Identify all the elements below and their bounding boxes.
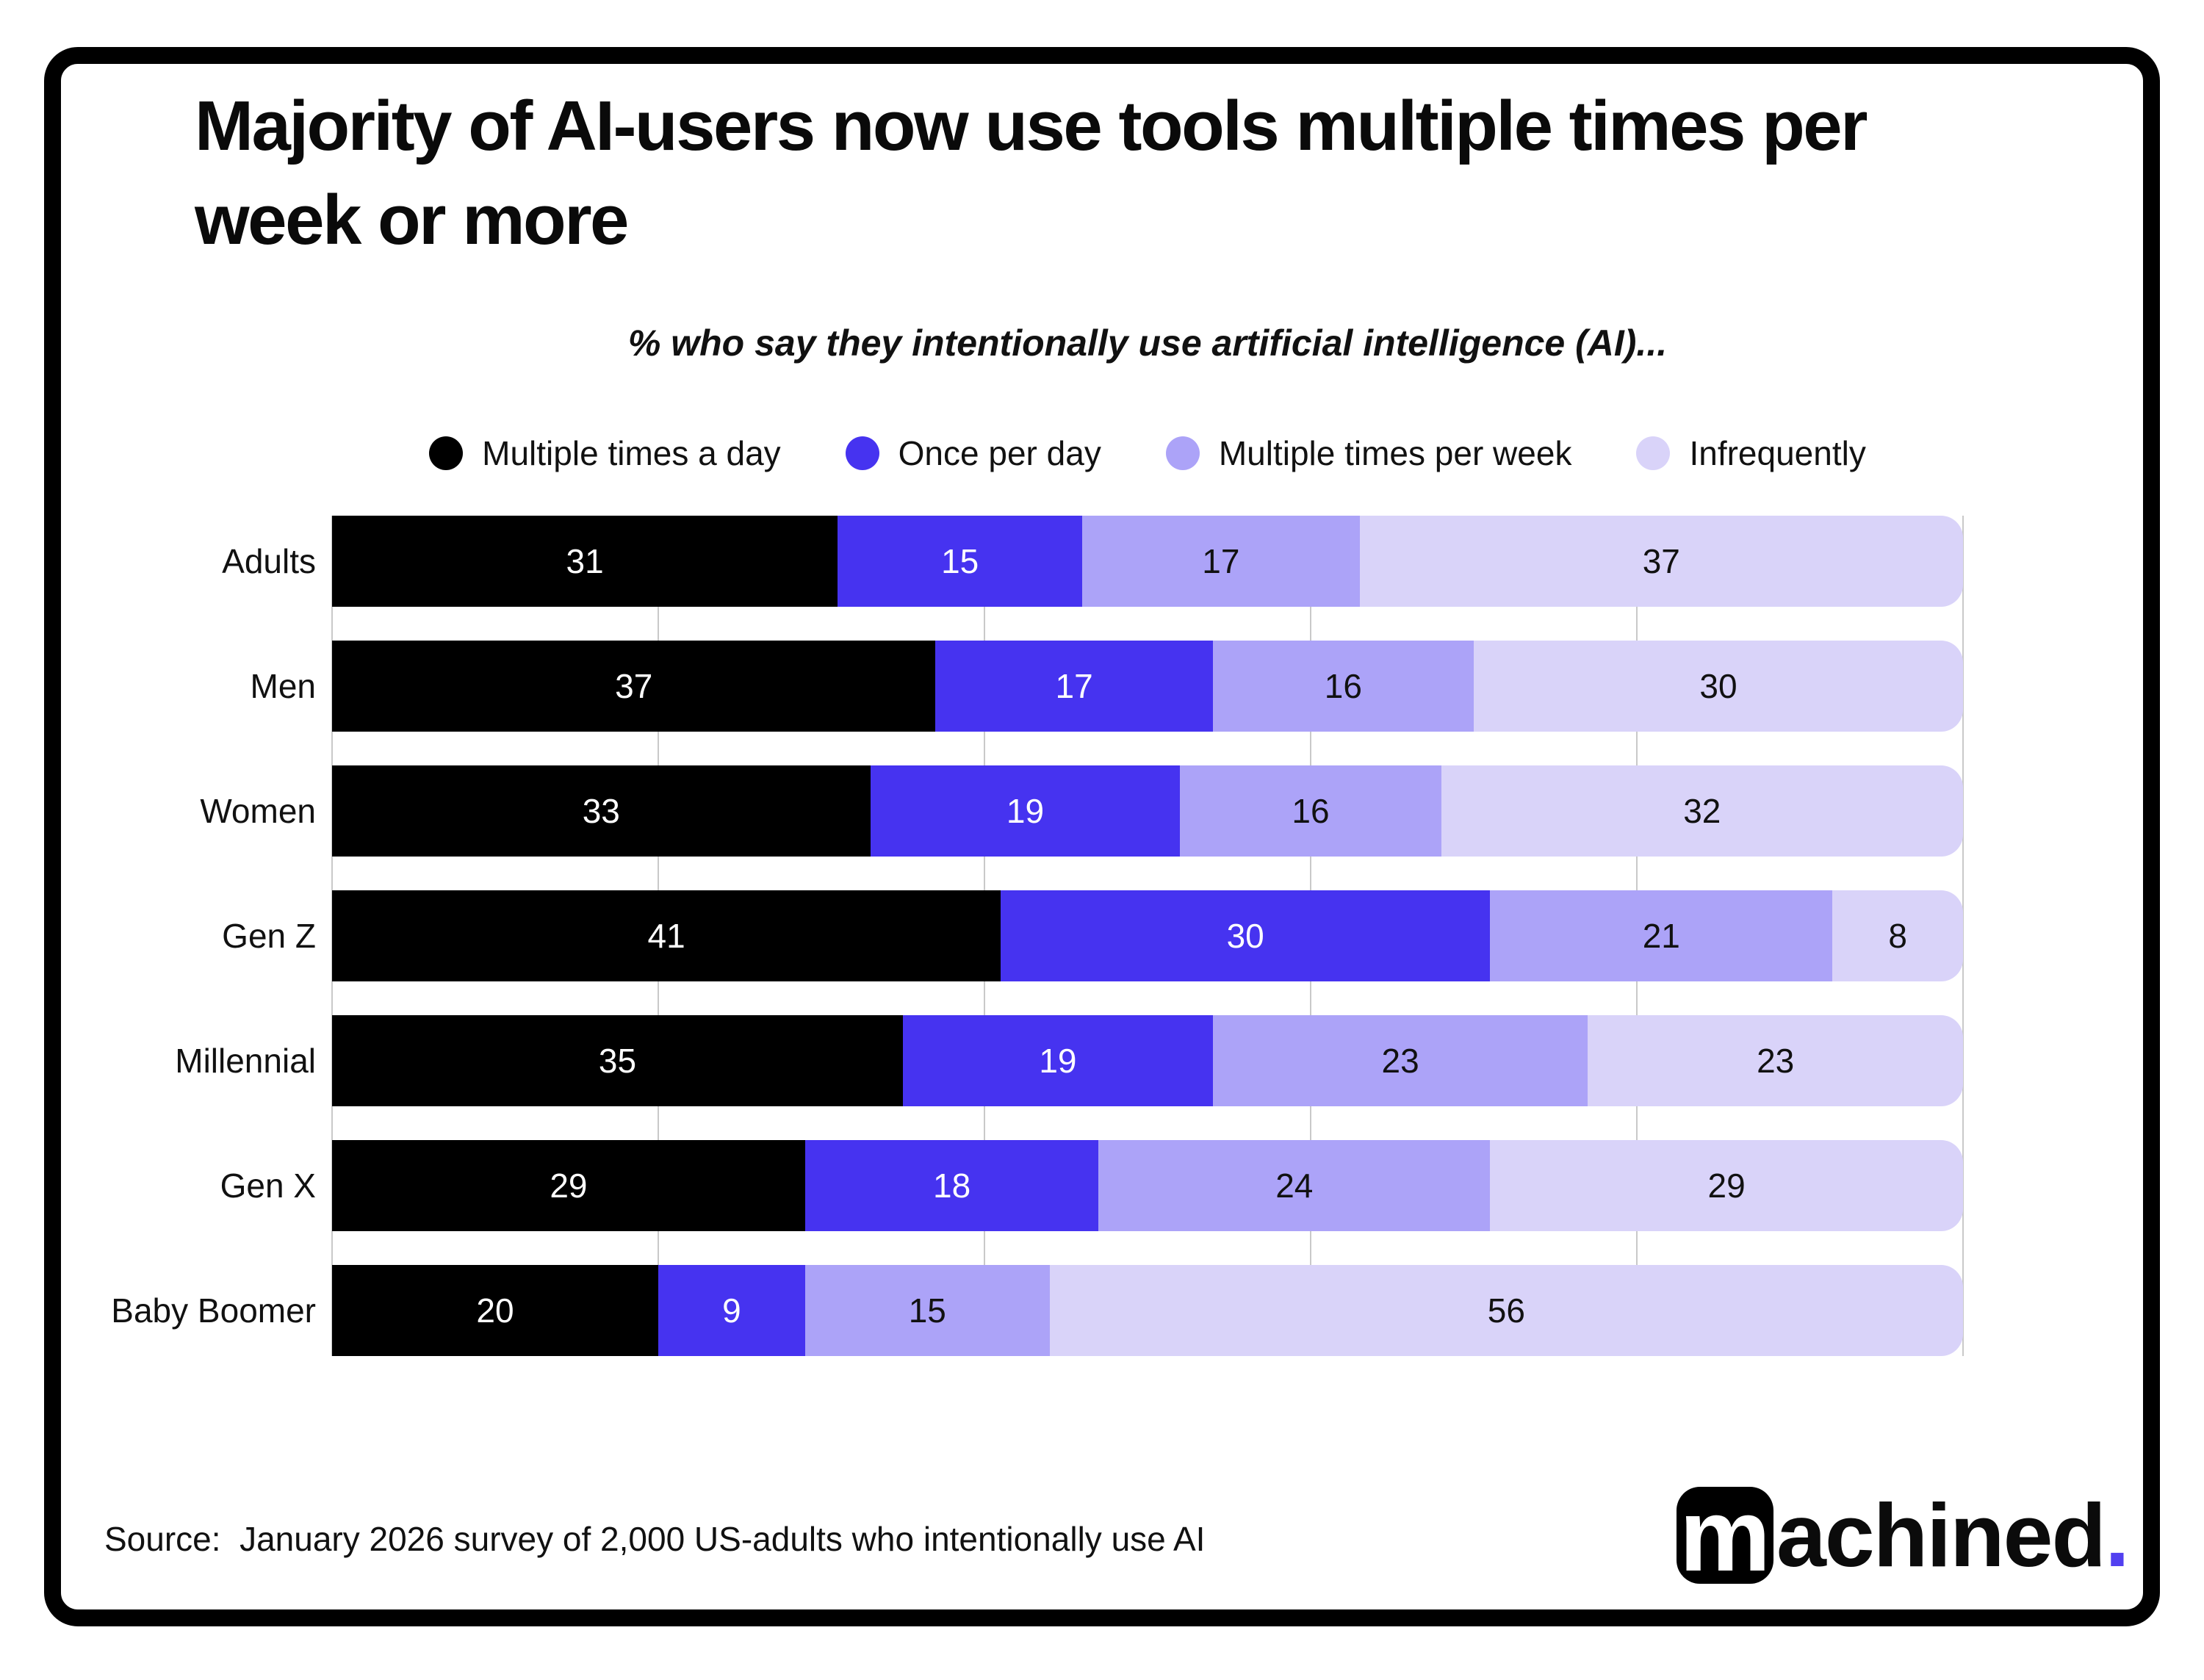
- bar-segment: 29: [332, 1140, 805, 1231]
- bar-segment: 37: [332, 641, 936, 732]
- bar-segment: 19: [903, 1015, 1213, 1106]
- bar-segment: 24: [1098, 1140, 1491, 1231]
- bar-segment: 17: [935, 641, 1213, 732]
- bar-segment: 19: [870, 765, 1181, 857]
- legend-label: Once per day: [898, 434, 1101, 472]
- row-label-women: Women: [200, 792, 316, 830]
- bar-segment: 17: [1082, 516, 1360, 607]
- bar-segment: 15: [804, 1265, 1050, 1356]
- machined-logo: m achined .: [1677, 1485, 2130, 1585]
- bar-row-millennial: 35 19 23 23: [332, 1015, 1963, 1106]
- row-label-baby-boomer: Baby Boomer: [111, 1291, 316, 1330]
- legend-item-1: Once per day: [845, 433, 1101, 473]
- bar-row-men: 37 17 16 30: [332, 641, 1963, 732]
- bar-segment: 9: [658, 1265, 805, 1356]
- chart-title: Majority of AI-users now use tools multi…: [195, 87, 1868, 259]
- source-note: Source: January 2026 survey of 2,000 US-…: [104, 1520, 1206, 1558]
- bar-segment: 23: [1212, 1015, 1588, 1106]
- chart-subtitle: % who say they intentionally use artific…: [627, 322, 1668, 364]
- chart-area: Adults 31 15 17 37 Men 37 17 16 30 Women 33 19 16 32 Ge…: [0, 516, 2204, 1356]
- bar-segment: 30: [1473, 641, 1963, 732]
- bar-row-women: 33 19 16 32: [332, 765, 1963, 857]
- legend-label: Infrequently: [1689, 434, 1866, 472]
- bar-segment: 33: [332, 765, 871, 857]
- row-label-millennial: Millennial: [175, 1042, 316, 1080]
- row-label-gen-x: Gen X: [220, 1167, 316, 1205]
- bar-segment: 29: [1490, 1140, 1963, 1231]
- legend-label: Multiple times a day: [482, 434, 781, 472]
- legend-dot-icon: [1636, 436, 1671, 470]
- bar-segment: 30: [1001, 890, 1491, 981]
- bar-row-gen-z: 41 30 21 8: [332, 890, 1963, 981]
- bar-segment: 16: [1180, 765, 1441, 857]
- bar-row-gen-x: 29 18 24 29: [332, 1140, 1963, 1231]
- logo-dot: .: [2105, 1485, 2130, 1585]
- logo-wordmark: achined: [1776, 1485, 2106, 1585]
- bar-segment: 20: [332, 1265, 658, 1356]
- bar-segment: 31: [332, 516, 838, 607]
- bar-segment: 8: [1832, 890, 1963, 981]
- bar-segment: 18: [804, 1140, 1099, 1231]
- bar-segment: 41: [332, 890, 1001, 981]
- gridline-100: [1962, 516, 1964, 1356]
- legend-item-2: Multiple times per week: [1165, 433, 1572, 473]
- bar-segment: 35: [332, 1015, 903, 1106]
- bar-row-baby-boomer: 20 9 15 56: [332, 1265, 1963, 1356]
- legend-item-0: Multiple times a day: [429, 433, 781, 473]
- bar-segment: 23: [1588, 1015, 1963, 1106]
- legend: Multiple times a day Once per day Multiple…: [332, 433, 1963, 473]
- bar-segment: 56: [1049, 1265, 1963, 1356]
- logo-m-icon: m: [1677, 1487, 1773, 1584]
- bar-segment: 32: [1441, 765, 1963, 857]
- legend-dot-icon: [1165, 436, 1200, 470]
- row-label-adults: Adults: [222, 542, 316, 580]
- bar-row-adults: 31 15 17 37: [332, 516, 1963, 607]
- legend-label: Multiple times per week: [1218, 434, 1572, 472]
- bar-segment: 37: [1359, 516, 1963, 607]
- row-label-men: Men: [250, 667, 316, 705]
- bar-segment: 16: [1212, 641, 1474, 732]
- legend-item-3: Infrequently: [1636, 433, 1866, 473]
- bar-segment: 21: [1490, 890, 1833, 981]
- legend-dot-icon: [845, 436, 879, 470]
- bar-segment: 15: [838, 516, 1083, 607]
- legend-dot-icon: [429, 436, 464, 470]
- row-label-gen-z: Gen Z: [222, 917, 316, 955]
